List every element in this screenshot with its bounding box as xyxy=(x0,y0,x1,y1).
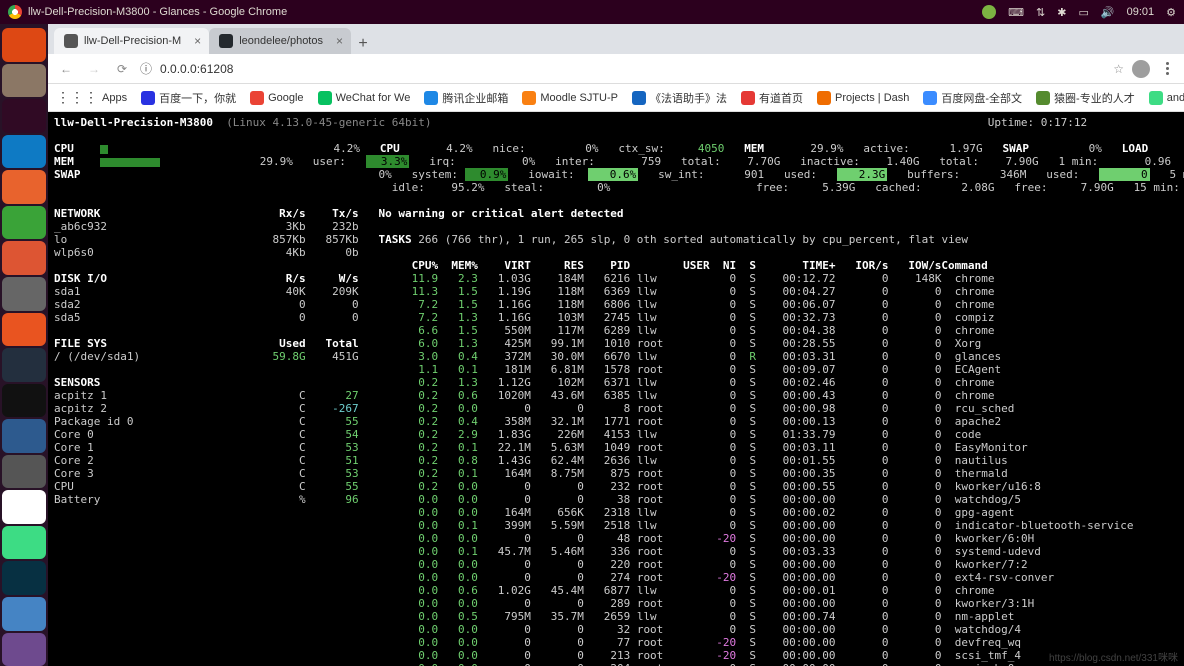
tab-close-icon[interactable]: × xyxy=(194,34,201,48)
launcher-item-1[interactable] xyxy=(2,64,46,98)
tray-bluetooth-icon[interactable]: ✱ xyxy=(1057,6,1066,19)
chrome-menu-icon[interactable] xyxy=(1158,60,1176,78)
bookmark-star-icon[interactable]: ☆ xyxy=(1113,62,1124,76)
bookmark-item-5[interactable]: 《法语助手》法 xyxy=(632,90,727,106)
bookmark-favicon xyxy=(1149,91,1163,105)
bookmarks-bar: ⋮⋮⋮Apps 百度一下，你就 Google WeChat for We 腾讯企业邮箱 M… xyxy=(48,84,1184,112)
url-input[interactable]: 0.0.0.0:61208 xyxy=(160,62,1105,76)
window-title: llw-Dell-Precision-M3800 - Glances - Goo… xyxy=(28,6,287,18)
tray-gear-icon[interactable]: ⚙ xyxy=(1166,6,1176,19)
tab-favicon xyxy=(64,34,78,48)
bookmark-label: 腾讯企业邮箱 xyxy=(442,90,508,106)
bookmark-label: Projects | Dash xyxy=(835,92,909,104)
launcher-item-14[interactable] xyxy=(2,526,46,560)
bookmark-label: Google xyxy=(268,92,303,104)
launcher-item-9[interactable] xyxy=(2,348,46,382)
bookmark-item-7[interactable]: Projects | Dash xyxy=(817,91,909,105)
bookmark-favicon xyxy=(424,91,438,105)
launcher-item-6[interactable] xyxy=(2,241,46,275)
bookmark-favicon xyxy=(250,91,264,105)
bookmark-item-2[interactable]: WeChat for We xyxy=(318,91,411,105)
browser-tab-1[interactable]: leondelee/photos × xyxy=(209,28,351,54)
launcher-item-8[interactable] xyxy=(2,313,46,347)
bookmark-favicon xyxy=(632,91,646,105)
tab-favicon xyxy=(219,34,233,48)
launcher-item-2[interactable] xyxy=(2,99,46,133)
bookmark-favicon xyxy=(1036,91,1050,105)
system-tray: ⌨ ⇅ ✱ ▭ 🔊 09:01 ⚙ xyxy=(982,5,1176,19)
launcher-item-12[interactable] xyxy=(2,455,46,489)
nav-reload-icon[interactable]: ⟳ xyxy=(112,62,132,76)
tray-clock[interactable]: 09:01 xyxy=(1127,6,1155,18)
tab-label: llw-Dell-Precision-M xyxy=(84,35,181,47)
launcher-item-13[interactable] xyxy=(2,490,46,524)
bookmark-label: 百度网盘-全部文 xyxy=(941,90,1022,106)
bookmark-item-3[interactable]: 腾讯企业邮箱 xyxy=(424,90,508,106)
bookmark-label: 猿圈-专业的人才 xyxy=(1054,90,1135,106)
launcher-item-11[interactable] xyxy=(2,419,46,453)
bookmark-favicon xyxy=(318,91,332,105)
bookmark-item-9[interactable]: 猿圈-专业的人才 xyxy=(1036,90,1135,106)
bookmark-favicon xyxy=(923,91,937,105)
ubuntu-top-bar: llw-Dell-Precision-M3800 - Glances - Goo… xyxy=(0,0,1184,24)
glances-terminal: llw-Dell-Precision-M3800 (Linux 4.13.0-4… xyxy=(48,112,1184,666)
bookmark-favicon xyxy=(817,91,831,105)
nav-forward-icon[interactable]: → xyxy=(84,62,104,76)
bookmark-label: 有道首页 xyxy=(759,90,803,106)
launcher-item-4[interactable] xyxy=(2,170,46,204)
launcher-item-10[interactable] xyxy=(2,384,46,418)
launcher-item-17[interactable] xyxy=(2,633,46,666)
bookmark-item-1[interactable]: Google xyxy=(250,91,303,105)
bookmark-label: Moodle SJTU-P xyxy=(540,92,618,104)
chrome-window: llw-Dell-Precision-M×leondelee/photos×+ … xyxy=(48,24,1184,666)
bookmark-item-0[interactable]: 百度一下，你就 xyxy=(141,90,236,106)
launcher-item-7[interactable] xyxy=(2,277,46,311)
tray-network-icon[interactable]: ⇅ xyxy=(1036,6,1045,19)
launcher-item-3[interactable] xyxy=(2,135,46,169)
chrome-icon xyxy=(8,5,22,19)
tab-close-icon[interactable]: × xyxy=(336,34,343,48)
bookmark-item-4[interactable]: Moodle SJTU-P xyxy=(522,91,618,105)
watermark-text: https://blog.csdn.net/331咪咪 xyxy=(1049,649,1178,664)
launcher-item-0[interactable] xyxy=(2,28,46,62)
profile-icon[interactable] xyxy=(1132,60,1150,78)
tray-volume-icon[interactable]: 🔊 xyxy=(1101,6,1115,19)
tray-battery-icon[interactable]: ▭ xyxy=(1078,6,1088,19)
bookmark-item-6[interactable]: 有道首页 xyxy=(741,90,803,106)
new-tab-button[interactable]: + xyxy=(351,34,375,54)
bookmark-label: WeChat for We xyxy=(336,92,411,104)
launcher-item-15[interactable] xyxy=(2,561,46,595)
bookmark-label: 百度一下，你就 xyxy=(159,90,236,106)
address-bar: ← → ⟳ ⓘ 0.0.0.0:61208 ☆ xyxy=(48,54,1184,84)
site-info-icon[interactable]: ⓘ xyxy=(140,60,152,77)
bookmark-item-8[interactable]: 百度网盘-全部文 xyxy=(923,90,1022,106)
tab-strip: llw-Dell-Precision-M × leondelee/photos × + xyxy=(48,24,1184,54)
tab-label: leondelee/photos xyxy=(239,35,323,47)
bookmark-label: android studio xyxy=(1167,92,1184,104)
bookmark-favicon xyxy=(141,91,155,105)
tray-sync-icon[interactable] xyxy=(982,5,996,19)
bookmark-label: 《法语助手》法 xyxy=(650,90,727,106)
bookmarks-apps[interactable]: ⋮⋮⋮Apps xyxy=(56,89,127,106)
tray-keyboard-icon[interactable]: ⌨ xyxy=(1008,6,1024,19)
launcher-item-5[interactable] xyxy=(2,206,46,240)
browser-tab-0[interactable]: llw-Dell-Precision-M × xyxy=(54,28,209,54)
ubuntu-launcher xyxy=(0,24,48,666)
launcher-item-16[interactable] xyxy=(2,597,46,631)
bookmark-favicon xyxy=(741,91,755,105)
bookmark-item-10[interactable]: android studio xyxy=(1149,91,1184,105)
bookmark-favicon xyxy=(522,91,536,105)
nav-back-icon[interactable]: ← xyxy=(56,62,76,76)
